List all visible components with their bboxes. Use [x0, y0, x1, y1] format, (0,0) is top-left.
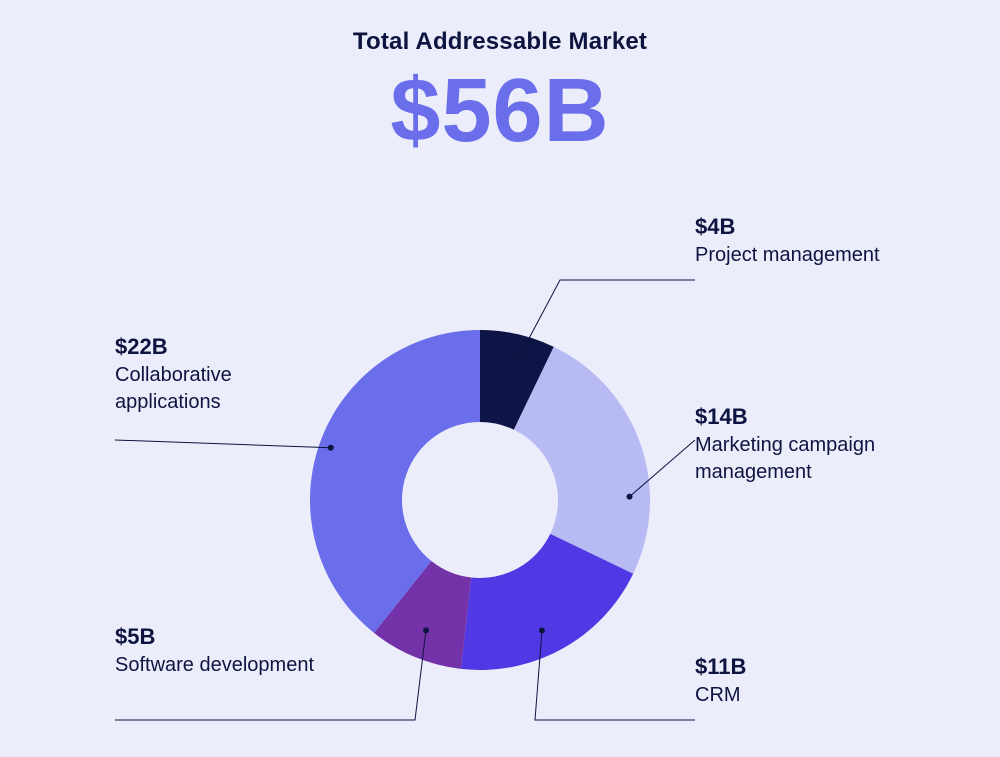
- slice-label-name-crm: CRM: [695, 682, 955, 709]
- slice-label-software_dev: $5BSoftware development: [115, 622, 315, 679]
- slice-label-value-project_management: $4B: [695, 212, 955, 242]
- slice-label-value-crm: $11B: [695, 652, 955, 682]
- slice-label-value-marketing_campaign: $14B: [695, 402, 975, 432]
- slice-label-project_management: $4BProject management: [695, 212, 955, 269]
- slice-label-crm: $11BCRM: [695, 652, 955, 709]
- slice-label-name-collab_apps: Collaborative applications: [115, 362, 315, 416]
- slice-label-value-software_dev: $5B: [115, 622, 315, 652]
- slice-label-collab_apps: $22BCollaborative applications: [115, 332, 315, 416]
- slice-label-marketing_campaign: $14BMarketing campaign management: [695, 402, 975, 486]
- slice-label-value-collab_apps: $22B: [115, 332, 315, 362]
- slice-label-name-project_management: Project management: [695, 242, 955, 269]
- donut-chart: $4BProject management $14BMarketing campa…: [0, 0, 1000, 752]
- leader-line-collab_apps: [115, 440, 331, 448]
- slice-label-name-software_dev: Software development: [115, 652, 315, 679]
- slice-label-name-marketing_campaign: Marketing campaign management: [695, 432, 975, 486]
